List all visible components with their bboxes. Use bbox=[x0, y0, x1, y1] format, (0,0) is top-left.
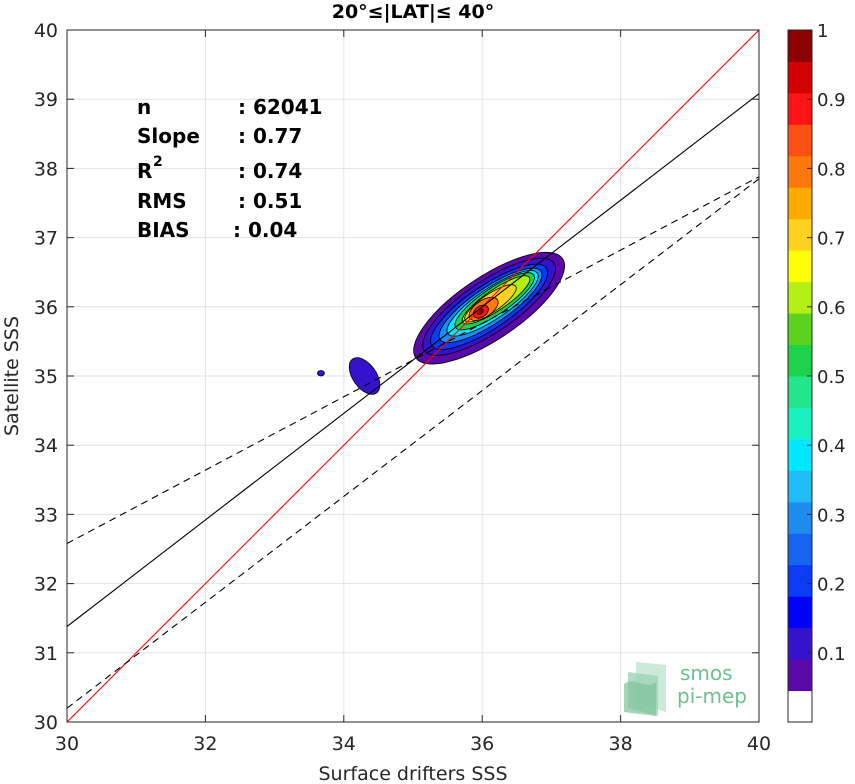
stat-n-label: n bbox=[137, 95, 151, 119]
x-tick-label: 36 bbox=[470, 733, 494, 755]
logo-text-pimep: pi-mep bbox=[677, 684, 747, 708]
colorbar-swatch bbox=[788, 501, 812, 534]
y-tick-label: 33 bbox=[34, 504, 58, 526]
y-tick-label: 34 bbox=[34, 435, 58, 457]
stat-r2-superscript: 2 bbox=[153, 154, 163, 170]
stats-box: n : 62041 Slope : 0.77 R 2 : 0.74 RMS : … bbox=[137, 95, 323, 242]
colorbar-tick-label: 1 bbox=[817, 21, 828, 42]
colorbar-swatch bbox=[788, 596, 812, 629]
chart-title: 20°≤|LAT|≤ 40° bbox=[332, 1, 495, 23]
x-tick-label: 40 bbox=[747, 733, 771, 755]
y-tick-label: 39 bbox=[34, 89, 58, 111]
stat-rms-label: RMS bbox=[137, 189, 187, 213]
y-tick-label: 35 bbox=[34, 366, 58, 388]
colorbar-swatch bbox=[788, 281, 812, 314]
y-tick-label: 36 bbox=[34, 297, 58, 319]
density-outlier bbox=[348, 357, 381, 395]
x-tick-label: 32 bbox=[193, 733, 217, 755]
logo-wave-icon bbox=[624, 662, 666, 716]
colorbar-tick-label: 0.5 bbox=[817, 367, 846, 388]
colorbar-swatch bbox=[788, 61, 812, 94]
colorbar-swatch bbox=[788, 564, 812, 597]
colorbar-tick-label: 0.8 bbox=[817, 159, 846, 180]
colorbar-swatch bbox=[788, 659, 812, 692]
stat-n-value: : 62041 bbox=[238, 95, 323, 119]
colorbar-tick-label: 0.6 bbox=[817, 298, 846, 319]
density-outlier bbox=[317, 370, 325, 377]
logo-text-smos: smos bbox=[680, 661, 733, 685]
stat-bias-value: : 0.04 bbox=[233, 218, 297, 242]
colorbar bbox=[788, 30, 812, 723]
colorbar-tick-label: 0.3 bbox=[817, 505, 846, 526]
grid-lines bbox=[66, 29, 760, 723]
colorbar-swatch bbox=[788, 124, 812, 157]
colorbar-swatch bbox=[788, 407, 812, 440]
colorbar-tick-label: 0.4 bbox=[817, 436, 846, 457]
x-axis-label: Surface drifters SSS bbox=[319, 763, 508, 784]
y-axis-label: Satellite SSS bbox=[1, 316, 23, 436]
colorbar-swatch bbox=[788, 187, 812, 220]
colorbar-swatch bbox=[788, 627, 812, 660]
colorbar-tick-label: 0.7 bbox=[817, 229, 846, 250]
regression-lines bbox=[67, 30, 759, 722]
stat-rms-value: : 0.51 bbox=[238, 189, 302, 213]
stat-r2-label: R bbox=[137, 159, 152, 183]
colorbar-swatch bbox=[788, 250, 812, 283]
colorbar-swatch bbox=[788, 92, 812, 125]
line-fit-upper bbox=[67, 176, 759, 544]
colorbar-swatch bbox=[788, 438, 812, 471]
colorbar-swatch bbox=[788, 470, 812, 503]
colorbar-ticks: 0.1 0.2 0.3 0.4 0.5 0.6 0.7 0.8 0.9 1 bbox=[807, 21, 846, 665]
colorbar-swatch bbox=[788, 690, 812, 723]
colorbar-tick-label: 0.1 bbox=[817, 644, 846, 665]
colorbar-tick-label: 0.9 bbox=[817, 90, 846, 111]
y-tick-label: 37 bbox=[34, 228, 58, 250]
line-fit-lower bbox=[67, 178, 759, 709]
y-tick-label: 38 bbox=[34, 158, 58, 180]
y-axis-ticks: 30 31 32 33 34 35 36 37 38 39 40 bbox=[34, 20, 759, 734]
y-tick-label: 31 bbox=[34, 643, 58, 665]
colorbar-swatch bbox=[788, 344, 812, 377]
colorbar-swatch bbox=[788, 218, 812, 251]
line-fit bbox=[67, 93, 759, 627]
stat-bias-label: BIAS bbox=[137, 218, 190, 242]
colorbar-tick-label: 0.2 bbox=[817, 575, 846, 596]
stat-slope-label: Slope bbox=[137, 124, 200, 148]
line-identity bbox=[67, 30, 759, 722]
smos-pimep-logo: smos pi-mep bbox=[624, 661, 747, 716]
x-axis-ticks: 30 32 34 36 38 40 bbox=[55, 30, 771, 755]
y-tick-label: 40 bbox=[34, 20, 58, 42]
x-tick-label: 34 bbox=[332, 733, 356, 755]
colorbar-swatch bbox=[788, 155, 812, 188]
colorbar-swatch bbox=[788, 30, 812, 62]
y-tick-label: 30 bbox=[34, 712, 58, 734]
colorbar-swatch bbox=[788, 313, 812, 346]
colorbar-swatch bbox=[788, 376, 812, 408]
y-tick-label: 32 bbox=[34, 574, 58, 596]
x-tick-label: 38 bbox=[609, 733, 633, 755]
x-tick-label: 30 bbox=[55, 733, 79, 755]
stat-r2-value: : 0.74 bbox=[238, 159, 302, 183]
colorbar-swatch bbox=[788, 533, 812, 566]
stat-slope-value: : 0.77 bbox=[238, 124, 302, 148]
